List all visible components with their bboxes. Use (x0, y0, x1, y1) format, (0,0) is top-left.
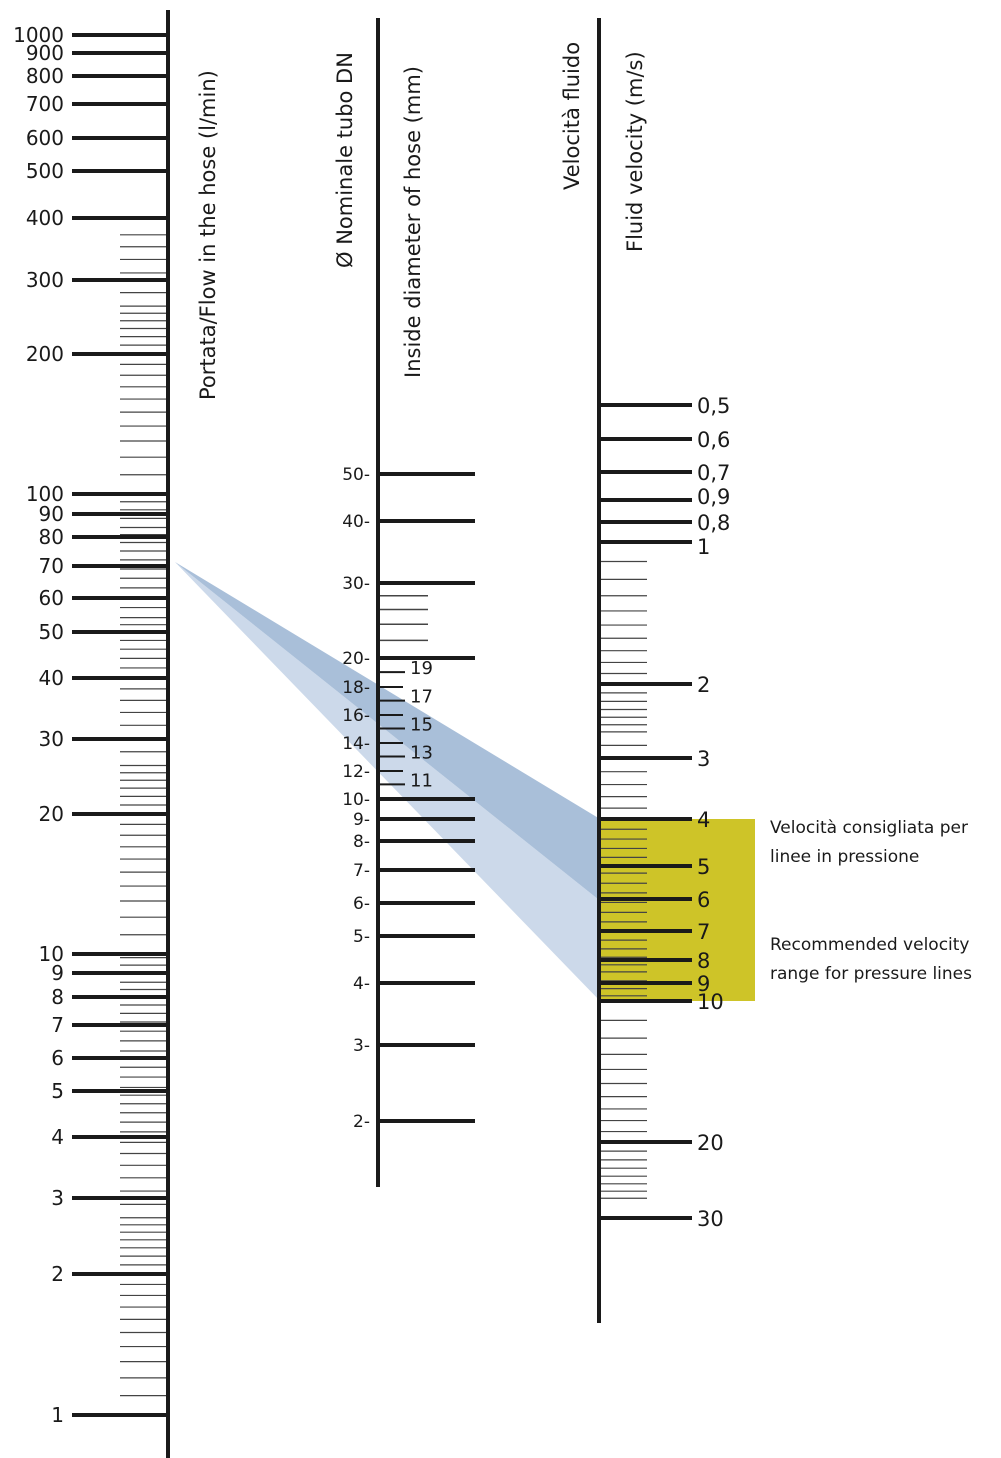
velocity-tick-label: 2 (697, 673, 710, 697)
recommended-note-it-line2: linee in pressione (770, 847, 919, 867)
flow-tick-label: 7 (51, 1013, 64, 1037)
recommended-note-it-line1: Velocità consigliata per (770, 818, 968, 838)
flow-tick-label: 400 (26, 206, 64, 230)
diameter-right-label: 19 (410, 658, 433, 679)
diameter-right-label: 13 (410, 742, 433, 763)
flow-tick-label: 4 (51, 1125, 64, 1149)
diameter-left-label: 18- (342, 678, 370, 698)
flow-tick-label: 1 (51, 1403, 64, 1427)
velocity-tick-label: 30 (697, 1207, 724, 1231)
velocity-tick-label: 6 (697, 888, 710, 912)
flow-tick-label: 20 (39, 802, 64, 826)
velocity-tick-label: 5 (697, 855, 710, 879)
diameter-tick-label: 10- (342, 790, 370, 810)
flow-tick-label: 2 (51, 1262, 64, 1286)
flow-tick-label: 9 (51, 961, 64, 985)
velocity-tick-label: 0,6 (697, 428, 730, 452)
flow-tick-label: 50 (39, 620, 64, 644)
diameter-scale-title-en: Inside diameter of hose (mm) (401, 66, 425, 378)
flow-tick-label: 200 (26, 342, 64, 366)
flow-tick-label: 300 (26, 268, 64, 292)
flow-tick-label: 6 (51, 1046, 64, 1070)
flow-tick-label: 900 (26, 41, 64, 65)
diameter-tick-label: 7- (353, 861, 370, 881)
velocity-tick-label: 3 (697, 747, 710, 771)
flow-tick-label: 8 (51, 985, 64, 1009)
diameter-left-label: 14- (342, 734, 370, 754)
diameter-tick-label: 30- (342, 574, 370, 594)
flow-tick-label: 5 (51, 1079, 64, 1103)
diameter-tick-label: 9- (353, 810, 370, 830)
diameter-right-label: 11 (410, 770, 433, 791)
flow-tick-label: 1000 (13, 23, 64, 47)
velocity-scale-title-en: Fluid velocity (m/s) (623, 51, 647, 252)
flow-tick-label: 800 (26, 64, 64, 88)
recommended-note-en-line2: range for pressure lines (770, 964, 972, 984)
flow-tick-label: 10 (39, 942, 64, 966)
flow-tick-label: 70 (39, 554, 64, 578)
diameter-right-label: 17 (410, 687, 433, 708)
flow-tick-label: 100 (26, 482, 64, 506)
recommended-note-en-line1: Recommended velocity (770, 935, 970, 955)
velocity-tick-label: 8 (697, 949, 710, 973)
flow-tick-label: 60 (39, 586, 64, 610)
velocity-tick-label: 10 (697, 990, 724, 1014)
diameter-tick-label: 5- (353, 927, 370, 947)
flow-tick-label: 500 (26, 159, 64, 183)
diameter-tick-label: 6- (353, 894, 370, 914)
velocity-tick-label: 0,9 (697, 485, 730, 509)
velocity-tick-label: 0,7 (697, 461, 730, 485)
diameter-tick-label: 40- (342, 512, 370, 532)
flow-tick-label: 90 (39, 502, 64, 526)
velocity-tick-label: 9 (697, 972, 710, 996)
velocity-tick-label: 4 (697, 808, 710, 832)
velocity-tick-label: 0,8 (697, 511, 730, 535)
example-reading-bands (175, 562, 600, 1001)
diameter-scale: 50- 40- 30- 20- 10-9-8- 7- 6- 5- 4- 3- 2- 18- 16- 14-… (342, 18, 475, 1187)
flow-tick-label: 700 (26, 92, 64, 116)
velocity-tick-label: 20 (697, 1131, 724, 1155)
flow-tick-label: 40 (39, 666, 64, 690)
flow-tick-label: 80 (39, 525, 64, 549)
diameter-left-label: 16- (342, 706, 370, 726)
diameter-tick-label: 20- (342, 649, 370, 669)
velocity-tick-label: 0,5 (697, 394, 730, 418)
diameter-tick-label: 2- (353, 1112, 370, 1132)
diameter-tick-label: 8- (353, 832, 370, 852)
velocity-tick-label: 1 (697, 535, 710, 559)
recommended-velocity-highlight (600, 819, 755, 1001)
flow-tick-label: 600 (26, 126, 64, 150)
flow-tick-label: 3 (51, 1186, 64, 1210)
diameter-left-label: 12- (342, 762, 370, 782)
diameter-scale-title-it: Ø Nominale tubo DN (333, 52, 357, 268)
diameter-tick-label: 4- (353, 974, 370, 994)
diameter-tick-label: 3- (353, 1036, 370, 1056)
example-band-light (175, 562, 600, 1001)
flow-tick-label: 30 (39, 727, 64, 751)
velocity-scale-title-it: Velocità fluido (560, 42, 584, 190)
velocity-tick-label: 7 (697, 920, 710, 944)
example-band-dark (175, 562, 600, 901)
diameter-right-label: 15 (410, 715, 433, 736)
flow-scale-title: Portata/Flow in the hose (l/min) (196, 70, 220, 400)
diameter-tick-label: 50- (342, 465, 370, 485)
